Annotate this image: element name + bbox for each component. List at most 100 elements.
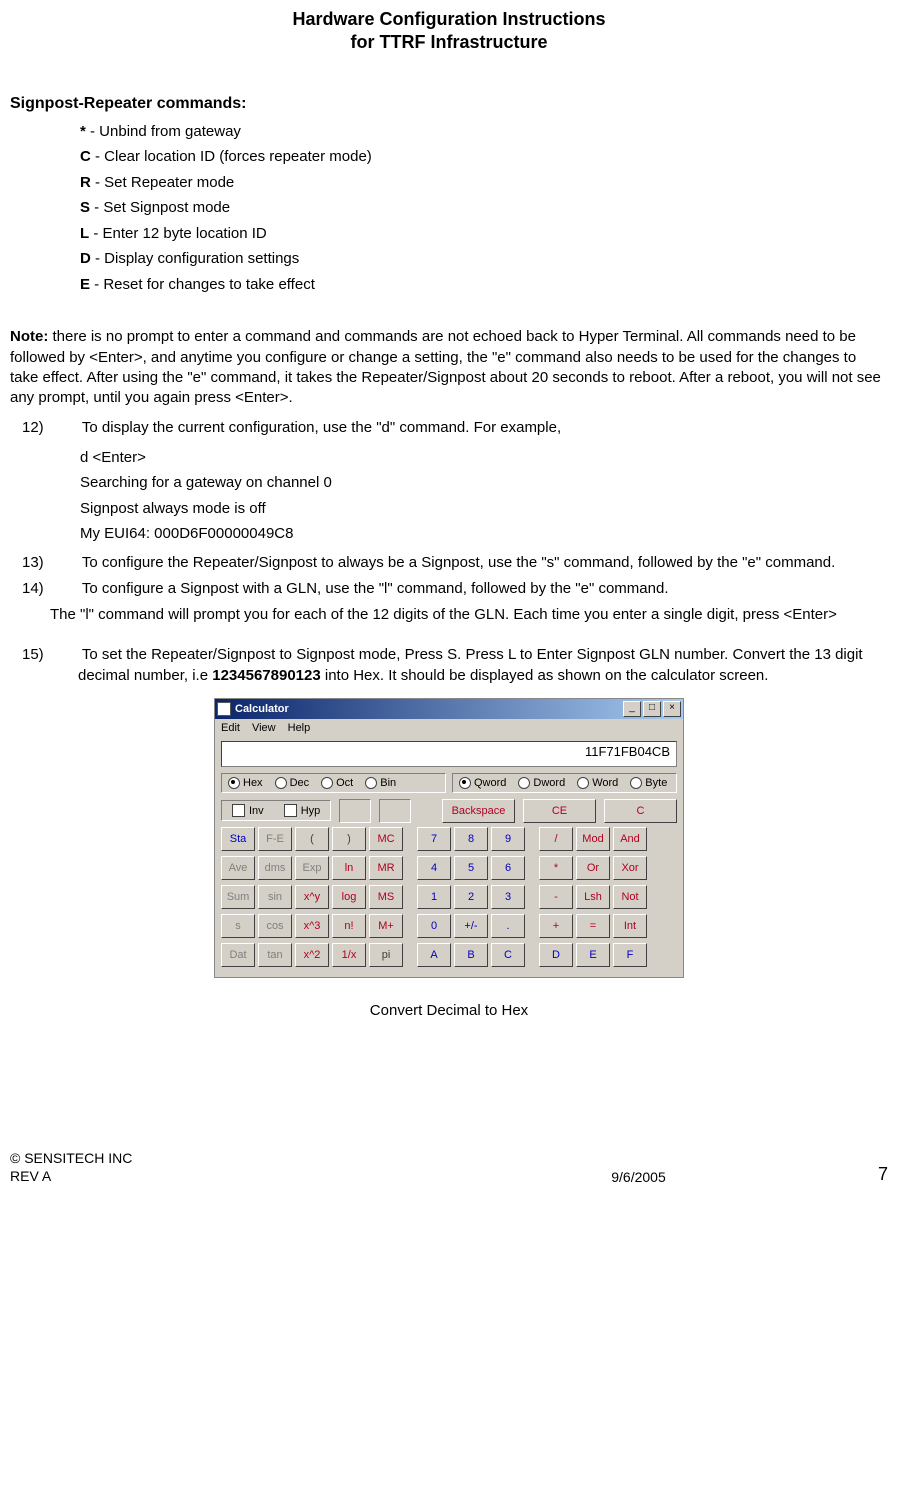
example-line: Signpost always mode is off: [80, 496, 888, 522]
radio-option[interactable]: Dword: [518, 777, 565, 789]
calc-button[interactable]: 0: [417, 914, 451, 938]
note-text: there is no prompt to enter a command an…: [10, 328, 881, 406]
maximize-button[interactable]: □: [643, 701, 661, 717]
titlebar: Calculator _ □ ×: [215, 699, 683, 719]
hyp-label: Hyp: [301, 805, 321, 817]
example-line: d <Enter>: [80, 445, 888, 471]
calc-button[interactable]: tan: [258, 943, 292, 967]
calc-button[interactable]: /: [539, 827, 573, 851]
calc-button[interactable]: 1/x: [332, 943, 366, 967]
calc-button[interactable]: Lsh: [576, 885, 610, 909]
hyp-checkbox[interactable]: Hyp: [284, 804, 321, 817]
calc-button[interactable]: 9: [491, 827, 525, 851]
calc-button[interactable]: ): [332, 827, 366, 851]
calc-button[interactable]: Not: [613, 885, 647, 909]
calc-button[interactable]: A: [417, 943, 451, 967]
calc-button[interactable]: M+: [369, 914, 403, 938]
calc-button[interactable]: +/-: [454, 914, 488, 938]
calc-button[interactable]: *: [539, 856, 573, 880]
page-footer: © SENSITECH INC REV A 9/6/2005 7: [10, 1149, 888, 1185]
calc-button[interactable]: s: [221, 914, 255, 938]
c-button[interactable]: C: [604, 799, 677, 823]
command-item: R - Set Repeater mode: [80, 170, 888, 196]
size-group: Qword Dword Word Byte: [452, 773, 677, 793]
calc-button[interactable]: sin: [258, 885, 292, 909]
radio-option[interactable]: Bin: [365, 777, 396, 789]
calc-button[interactable]: Int: [613, 914, 647, 938]
calc-button[interactable]: C: [491, 943, 525, 967]
inv-checkbox[interactable]: Inv: [232, 804, 264, 817]
calc-button[interactable]: B: [454, 943, 488, 967]
radio-option[interactable]: Word: [577, 777, 618, 789]
menu-item[interactable]: View: [252, 722, 276, 734]
calc-button[interactable]: MS: [369, 885, 403, 909]
title-line-2: for TTRF Infrastructure: [10, 31, 888, 54]
item-text: To display the current configuration, us…: [78, 419, 561, 436]
calc-button[interactable]: log: [332, 885, 366, 909]
calc-button[interactable]: .: [491, 914, 525, 938]
calc-button[interactable]: And: [613, 827, 647, 851]
backspace-button[interactable]: Backspace: [442, 799, 515, 823]
grid-gap: [406, 856, 414, 882]
calc-button[interactable]: E: [576, 943, 610, 967]
calc-button[interactable]: =: [576, 914, 610, 938]
calc-button[interactable]: x^2: [295, 943, 329, 967]
calc-button[interactable]: Ave: [221, 856, 255, 880]
calc-button[interactable]: 1: [417, 885, 451, 909]
button-grid: StaF-E()MC789/ModAndAvedmsExplnMR456*OrX…: [221, 827, 677, 969]
calc-button[interactable]: Mod: [576, 827, 610, 851]
calc-button[interactable]: F: [613, 943, 647, 967]
doc-title: Hardware Configuration Instructions for …: [10, 8, 888, 55]
calc-button[interactable]: dms: [258, 856, 292, 880]
grid-gap: [406, 827, 414, 853]
calc-button[interactable]: 7: [417, 827, 451, 851]
radio-option[interactable]: Byte: [630, 777, 667, 789]
menu-item[interactable]: Help: [288, 722, 311, 734]
calc-button[interactable]: pi: [369, 943, 403, 967]
calc-button[interactable]: 4: [417, 856, 451, 880]
radio-label: Word: [592, 777, 618, 789]
inv-hyp-group: Inv Hyp: [221, 800, 331, 821]
calc-button[interactable]: cos: [258, 914, 292, 938]
calc-button[interactable]: 6: [491, 856, 525, 880]
ce-button[interactable]: CE: [523, 799, 596, 823]
radio-label: Qword: [474, 777, 506, 789]
command-desc: - Set Repeater mode: [91, 174, 234, 191]
radio-option[interactable]: Dec: [275, 777, 310, 789]
calc-button[interactable]: MR: [369, 856, 403, 880]
item-number: 12): [50, 418, 78, 438]
calc-button[interactable]: Exp: [295, 856, 329, 880]
calc-button[interactable]: F-E: [258, 827, 292, 851]
calc-button[interactable]: x^3: [295, 914, 329, 938]
calc-button[interactable]: (: [295, 827, 329, 851]
calc-button[interactable]: 8: [454, 827, 488, 851]
calc-button[interactable]: n!: [332, 914, 366, 938]
list-item-15: 15) To set the Repeater/Signpost to Sign…: [50, 645, 888, 686]
grid-gap: [528, 885, 536, 911]
calc-button[interactable]: Xor: [613, 856, 647, 880]
calc-button[interactable]: 5: [454, 856, 488, 880]
grid-gap: [528, 827, 536, 853]
calc-button[interactable]: 2: [454, 885, 488, 909]
radio-option[interactable]: Qword: [459, 777, 506, 789]
menu-item[interactable]: Edit: [221, 722, 240, 734]
calc-button[interactable]: x^y: [295, 885, 329, 909]
calc-button[interactable]: Sta: [221, 827, 255, 851]
radio-option[interactable]: Hex: [228, 777, 263, 789]
calc-button[interactable]: Or: [576, 856, 610, 880]
grid-gap: [406, 943, 414, 969]
calc-button[interactable]: ln: [332, 856, 366, 880]
footer-copyright: © SENSITECH INC: [10, 1149, 429, 1167]
calc-button[interactable]: D: [539, 943, 573, 967]
close-button[interactable]: ×: [663, 701, 681, 717]
calc-button[interactable]: 3: [491, 885, 525, 909]
calc-button[interactable]: Dat: [221, 943, 255, 967]
minimize-button[interactable]: _: [623, 701, 641, 717]
window-title: Calculator: [235, 703, 623, 715]
radio-groups-row: Hex Dec Oct Bin Qword Dword Word Byte: [221, 771, 677, 795]
calc-button[interactable]: Sum: [221, 885, 255, 909]
calc-button[interactable]: +: [539, 914, 573, 938]
calc-button[interactable]: -: [539, 885, 573, 909]
radio-option[interactable]: Oct: [321, 777, 353, 789]
calc-button[interactable]: MC: [369, 827, 403, 851]
